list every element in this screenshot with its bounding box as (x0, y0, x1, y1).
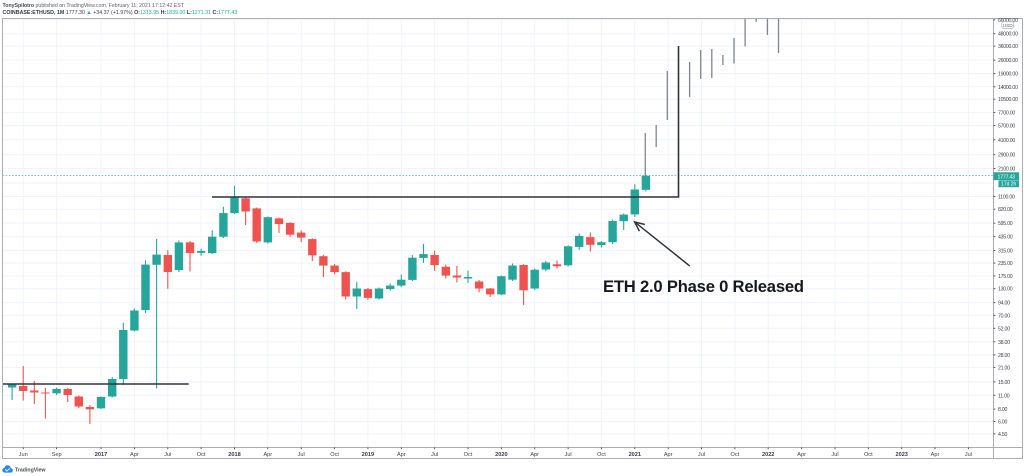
svg-text:15.00: 15.00 (998, 380, 1010, 386)
svg-text:Sep: Sep (52, 452, 62, 458)
svg-text:435.00: 435.00 (998, 235, 1013, 241)
svg-text:Apr: Apr (931, 452, 940, 458)
svg-text:Oct: Oct (597, 452, 606, 458)
svg-text:2017: 2017 (95, 452, 107, 458)
svg-text:315.00: 315.00 (998, 249, 1013, 255)
svg-text:2020: 2020 (495, 452, 507, 458)
svg-text:Oct: Oct (464, 452, 473, 458)
svg-text:TradingView: TradingView (15, 467, 46, 473)
svg-text:4.50: 4.50 (998, 432, 1007, 438)
svg-text:Jul: Jul (831, 452, 838, 458)
svg-text:130.00: 130.00 (998, 287, 1013, 293)
svg-text:175.00: 175.00 (998, 274, 1013, 280)
svg-text:Jul: Jul (431, 452, 438, 458)
svg-text:Apr: Apr (263, 452, 272, 458)
svg-text:595.00: 595.00 (998, 221, 1013, 227)
svg-text:2021: 2021 (629, 452, 641, 458)
svg-text:Jun: Jun (19, 452, 28, 458)
svg-text:Oct: Oct (731, 452, 740, 458)
svg-text:Apr: Apr (797, 452, 806, 458)
svg-text:TonySpilotro published on Trad: TonySpilotro published on TradingView.co… (3, 3, 185, 9)
svg-text:Apr: Apr (664, 452, 673, 458)
svg-text:8.00: 8.00 (998, 407, 1007, 413)
svg-text:5700.00: 5700.00 (998, 124, 1015, 130)
svg-text:COINBASE:ETHUSD, 1M 1777.30 ▲: COINBASE:ETHUSD, 1M 1777.30 ▲ +34.37 (+1… (3, 10, 238, 16)
svg-text:2019: 2019 (362, 452, 374, 458)
svg-text:10500.00: 10500.00 (998, 97, 1018, 103)
svg-text:2018: 2018 (228, 452, 240, 458)
svg-text:17d 2h: 17d 2h (1001, 182, 1017, 188)
svg-text:11.00: 11.00 (998, 393, 1010, 399)
svg-text:Jul: Jul (164, 452, 171, 458)
svg-text:36000.00: 36000.00 (998, 44, 1018, 50)
svg-text:38.00: 38.00 (998, 340, 1010, 346)
svg-text:235.00: 235.00 (998, 261, 1013, 267)
svg-text:Jul: Jul (965, 452, 972, 458)
svg-text:2022: 2022 (762, 452, 774, 458)
svg-text:Oct: Oct (330, 452, 339, 458)
svg-text:1100.00: 1100.00 (998, 195, 1015, 201)
svg-text:820.00: 820.00 (998, 207, 1013, 213)
svg-text:7700.00: 7700.00 (998, 111, 1015, 117)
svg-text:6.00: 6.00 (998, 420, 1007, 426)
svg-text:Jul: Jul (565, 452, 572, 458)
svg-text:48000.00: 48000.00 (998, 32, 1018, 38)
svg-text:Jul: Jul (698, 452, 705, 458)
svg-text:4100.00: 4100.00 (998, 138, 1015, 144)
svg-text:52.00: 52.00 (998, 326, 1010, 332)
svg-text:1777.43: 1777.43 (998, 174, 1016, 180)
svg-text:Apr: Apr (397, 452, 406, 458)
svg-text:Apr: Apr (530, 452, 539, 458)
svg-text:70.00: 70.00 (998, 313, 1010, 319)
svg-text:14000.00: 14000.00 (998, 85, 1018, 91)
svg-text:94.00: 94.00 (998, 301, 1010, 307)
svg-text:2900.00: 2900.00 (998, 153, 1015, 159)
svg-text:21.00: 21.00 (998, 365, 1010, 371)
svg-text:Apr: Apr (130, 452, 139, 458)
svg-text:ETH 2.0 Phase 0 Released: ETH 2.0 Phase 0 Released (603, 277, 804, 296)
svg-text:66000.00: 66000.00 (998, 18, 1018, 24)
svg-text:Oct: Oct (864, 452, 873, 458)
svg-text:USD: USD (1003, 23, 1014, 28)
svg-text:2100.00: 2100.00 (998, 167, 1015, 173)
svg-text:19000.00: 19000.00 (998, 72, 1018, 78)
svg-text:Oct: Oct (197, 452, 206, 458)
svg-text:2023: 2023 (895, 452, 907, 458)
svg-text:26000.00: 26000.00 (998, 58, 1018, 64)
svg-text:28.00: 28.00 (998, 353, 1010, 359)
svg-text:Jul: Jul (298, 452, 305, 458)
